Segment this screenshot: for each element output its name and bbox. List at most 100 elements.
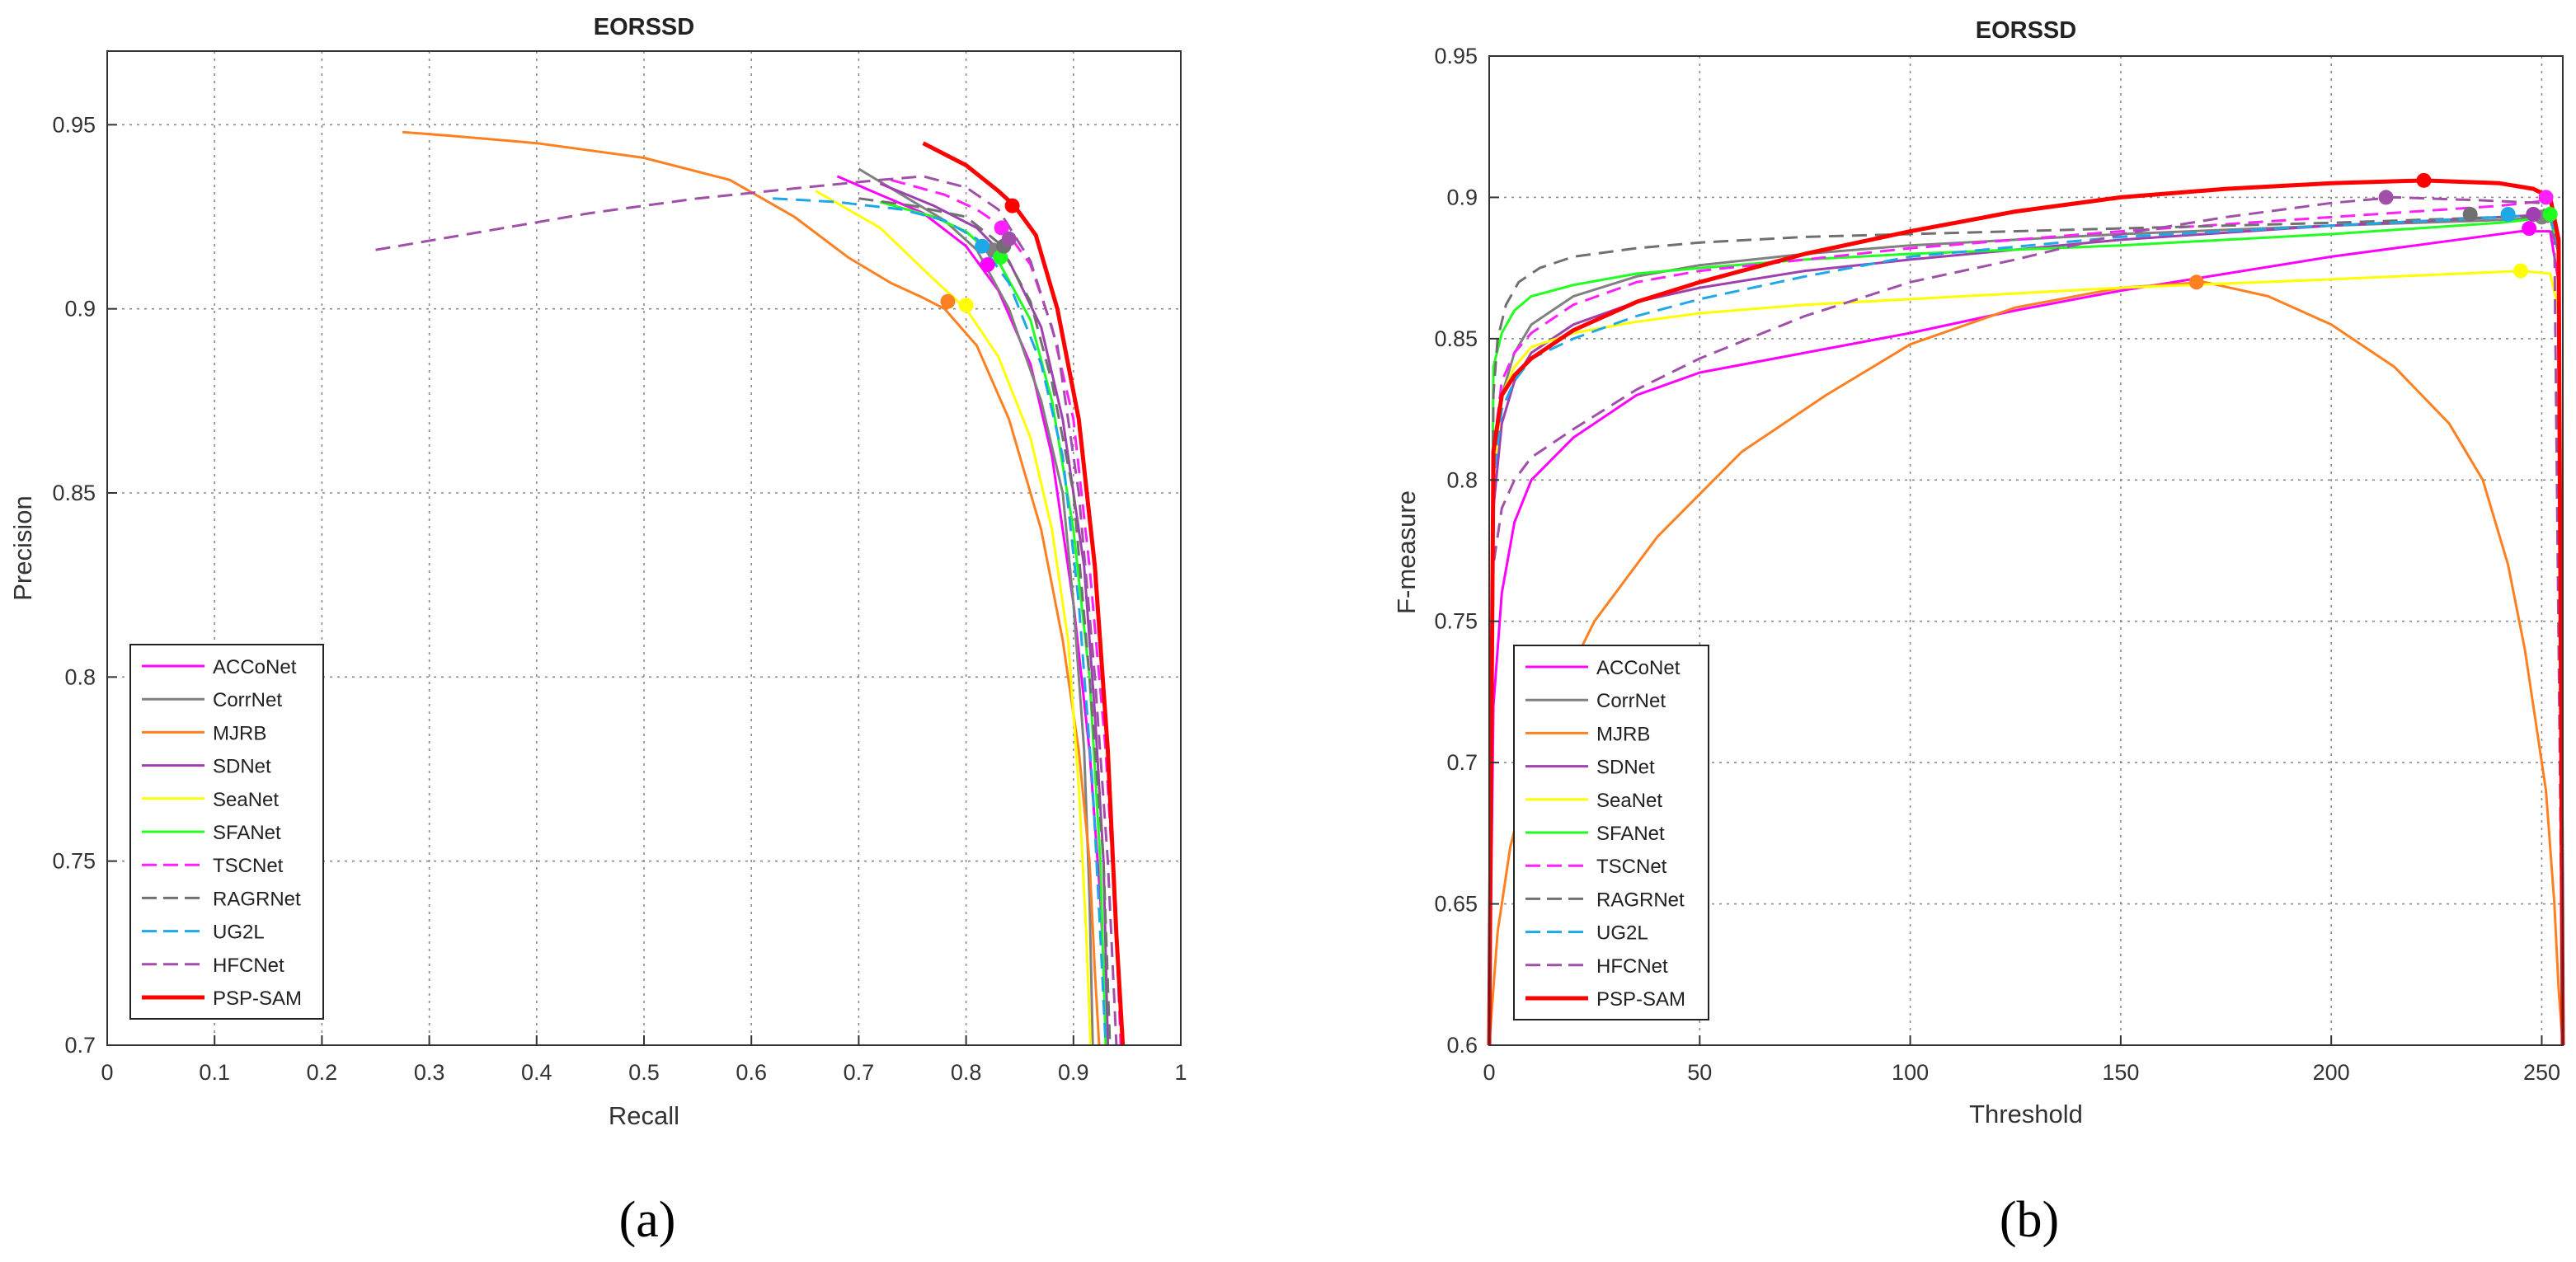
x-tick-label: 1 (1174, 1060, 1187, 1085)
legend-label-sfanet: SFANet (1596, 823, 1665, 845)
y-tick-label: 0.65 (1434, 892, 1478, 917)
series-marker-ug2l (975, 238, 990, 254)
series-line-mjrb (402, 130, 1101, 1046)
plot-a-xlabel: Recall (609, 1101, 679, 1130)
x-tick-label: 200 (2313, 1060, 2350, 1085)
series-marker-sdnet (2526, 207, 2541, 222)
y-tick-label: 0.8 (64, 664, 96, 689)
series-line-acconet (1488, 230, 2564, 1046)
series-line-sfanet (1488, 215, 2564, 1046)
y-tick-label: 0.75 (1434, 609, 1478, 634)
legend-label-sdnet: SDNet (1596, 757, 1655, 779)
legend-label-ug2l: UG2L (1596, 922, 1648, 945)
plot-a-marker-layer (940, 198, 1020, 313)
legend-label-sdnet: SDNet (213, 756, 271, 778)
y-tick-label: 0.95 (52, 112, 96, 137)
caption-a: (a) (619, 1192, 676, 1248)
plot-b-xlabel: Threshold (1969, 1100, 2083, 1128)
y-tick-label: 0.8 (1446, 467, 1478, 492)
series-marker-ug2l (2500, 207, 2516, 222)
series-line-psp-sam (1487, 178, 2565, 1046)
series-marker-mjrb (940, 293, 956, 309)
series-line-ug2l (773, 197, 1107, 1046)
series-line-ug2l (1488, 213, 2564, 1046)
series-line-seanet (1488, 270, 2564, 1046)
series-line-sfanet (880, 200, 1107, 1046)
plot-b-series-layer (1487, 178, 2565, 1046)
plot-b-legend: ACCoNet CorrNet MJRB SDNet SeaNet SFANet TSCNe… (1513, 645, 1709, 1020)
y-tick-label: 0.9 (64, 297, 96, 321)
legend-label-psp-sam: PSP-SAM (1596, 988, 1685, 1011)
legend-label-tscnet: TSCNet (213, 855, 284, 877)
x-tick-label: 50 (1687, 1060, 1712, 1085)
series-line-psp-sam (922, 141, 1126, 1046)
y-tick-label: 0.85 (52, 481, 96, 505)
plot-a-title: EORSSD (594, 14, 694, 40)
legend-label-mjrb: MJRB (213, 722, 266, 744)
y-tick-label: 0.6 (1446, 1033, 1478, 1058)
x-tick-label: 0 (101, 1060, 113, 1085)
series-marker-hfcnet (2378, 190, 2394, 205)
legend-label-tscnet: TSCNet (1596, 856, 1667, 878)
legend-label-ug2l: UG2L (213, 922, 265, 944)
series-line-hfcnet (375, 175, 1118, 1046)
y-tick-label: 0.75 (52, 849, 96, 874)
series-line-ragrnet (858, 197, 1112, 1046)
series-line-seanet (815, 190, 1093, 1046)
plot-b-ticks: 0 50 100 150 200 250 0.6 0.65 0.7 0.75 0.8 0.85 0.9 0… (1434, 44, 2560, 1085)
series-marker-seanet (958, 298, 974, 313)
series-line-ragrnet (1488, 215, 2564, 1046)
plot-a-series-layer (375, 130, 1126, 1046)
legend-label-mjrb: MJRB (1596, 723, 1650, 745)
legend-label-hfcnet: HFCNet (213, 955, 284, 977)
series-marker-tscnet (2538, 190, 2554, 205)
legend-label-seanet: SeaNet (1596, 790, 1662, 812)
legend-label-hfcnet: HFCNet (1596, 955, 1668, 978)
panel-a-precision-recall: 0 0.1 0.2 0.3 0.4 0.5 0.6 0.7 0.8 0.9 1 0.7 0.75 0.8 0… (8, 14, 1187, 1248)
x-tick-label: 0.5 (628, 1060, 660, 1085)
series-marker-mjrb (2188, 274, 2204, 290)
series-line-corrnet (1488, 215, 2564, 1046)
y-tick-label: 0.9 (1446, 185, 1478, 209)
legend-label-psp-sam: PSP-SAM (213, 988, 302, 1010)
legend-label-acconet: ACCoNet (213, 656, 297, 678)
x-tick-label: 100 (1892, 1060, 1929, 1085)
x-tick-label: 0.4 (521, 1060, 552, 1085)
x-tick-label: 0 (1483, 1060, 1495, 1085)
series-marker-acconet (980, 257, 995, 273)
x-tick-label: 0.7 (844, 1060, 875, 1085)
series-line-sdnet (879, 182, 1109, 1046)
series-marker-ragrnet (2462, 207, 2478, 222)
series-marker-hfcnet (1001, 231, 1017, 246)
x-tick-label: 0.9 (1058, 1060, 1089, 1085)
x-tick-label: 0.1 (199, 1060, 230, 1085)
legend-label-seanet: SeaNet (213, 789, 279, 811)
y-tick-label: 0.95 (1434, 44, 1478, 68)
legend-label-corrnet: CorrNet (1596, 690, 1666, 712)
x-tick-label: 250 (2523, 1060, 2560, 1085)
x-tick-label: 0.2 (307, 1060, 338, 1085)
legend-label-corrnet: CorrNet (213, 689, 282, 711)
plot-a-ticks: 0 0.1 0.2 0.3 0.4 0.5 0.6 0.7 0.8 0.9 1 0.7 0.75 0.8 0… (52, 112, 1187, 1085)
y-tick-label: 0.85 (1434, 326, 1478, 351)
legend-label-ragrnet: RAGRNet (1596, 889, 1685, 911)
x-tick-label: 0.3 (414, 1060, 445, 1085)
plot-b-marker-layer (2188, 172, 2558, 290)
legend-label-sfanet: SFANet (213, 822, 281, 844)
x-tick-label: 150 (2102, 1060, 2139, 1085)
series-marker-psp-sam (1004, 198, 1020, 213)
series-marker-sfanet (2542, 207, 2558, 222)
y-tick-label: 0.7 (1446, 750, 1478, 775)
plot-a-ylabel: Precision (8, 495, 37, 601)
series-marker-tscnet (994, 220, 1009, 236)
plot-a-legend: ACCoNet CorrNet MJRB SDNet SeaNet SFANet TSCNe… (129, 644, 324, 1020)
x-tick-label: 0.6 (736, 1060, 767, 1085)
plot-b-ylabel: F-measure (1392, 490, 1421, 614)
plot-b-border (1488, 55, 2564, 1046)
plot-b-title: EORSSD (1976, 17, 2076, 44)
series-marker-psp-sam (2416, 172, 2432, 188)
series-marker-acconet (2522, 221, 2537, 237)
x-tick-label: 0.8 (951, 1060, 982, 1085)
series-marker-seanet (2513, 263, 2528, 279)
